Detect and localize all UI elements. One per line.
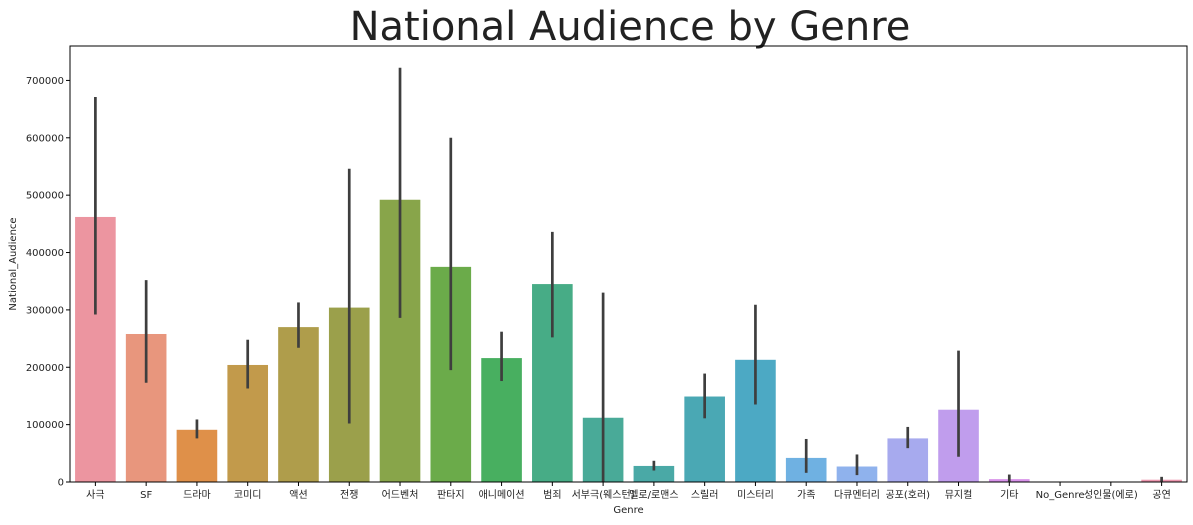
x-tick-label: 스릴러 bbox=[691, 488, 719, 501]
y-tick-label: 400000 bbox=[26, 248, 64, 259]
x-tick-label: 코미디 bbox=[234, 489, 262, 501]
x-tick-label: 가족 bbox=[797, 489, 815, 501]
x-tick-label: 성인물(에로) bbox=[1084, 489, 1138, 501]
bar bbox=[278, 327, 319, 482]
x-tick-label: 다큐멘터리 bbox=[834, 489, 880, 501]
plot-area bbox=[75, 67, 1182, 483]
x-axis: 사극 SF 드라마 코미디 액션 전쟁 어드벤처 판타지 애니메이션 범죄 서부극(웨스턴)멜로/로… bbox=[86, 482, 1171, 501]
plot-frame bbox=[69, 45, 1188, 483]
x-tick-label: 기타 bbox=[1000, 489, 1018, 501]
y-axis-label: National_Audience bbox=[8, 217, 19, 310]
x-tick-label: SF bbox=[140, 490, 152, 501]
chart-title: National Audience by Genre bbox=[350, 4, 911, 50]
x-tick-label: 액션 bbox=[289, 489, 307, 501]
x-tick-label: 전쟁 bbox=[340, 489, 358, 501]
x-tick-label: 어드벤처 bbox=[382, 489, 419, 501]
x-tick-label: 서부극(웨스턴) bbox=[572, 489, 635, 501]
x-tick-label: 공포(호러) bbox=[885, 489, 930, 501]
x-tick-label: No_Genre bbox=[1036, 490, 1085, 501]
y-axis: 0 100000 200000 300000 400000 500000 600000 700… bbox=[26, 76, 70, 489]
y-tick-label: 0 bbox=[58, 478, 64, 489]
y-tick-label: 100000 bbox=[26, 420, 64, 431]
x-tick-label: 애니메이션 bbox=[479, 489, 525, 501]
bar bbox=[176, 429, 218, 482]
x-tick-label: 뮤지컬 bbox=[945, 488, 973, 501]
y-tick-label: 200000 bbox=[26, 363, 64, 374]
x-tick-label: 미스터리 bbox=[737, 489, 774, 501]
x-tick-label: 드라마 bbox=[183, 489, 211, 501]
x-tick-label: 공연 bbox=[1152, 489, 1170, 501]
bar bbox=[633, 465, 675, 482]
x-tick-label: 사극 bbox=[86, 489, 104, 501]
y-tick-label: 600000 bbox=[26, 133, 64, 144]
x-tick-label: 판타지 bbox=[437, 489, 465, 501]
x-tick-label: 범죄 bbox=[543, 489, 561, 501]
y-tick-label: 300000 bbox=[26, 305, 64, 316]
y-tick-label: 700000 bbox=[26, 76, 64, 87]
x-axis-label: Genre bbox=[613, 505, 643, 516]
y-tick-label: 500000 bbox=[26, 191, 64, 202]
x-tick-label: 멜로/로맨스 bbox=[629, 489, 678, 501]
